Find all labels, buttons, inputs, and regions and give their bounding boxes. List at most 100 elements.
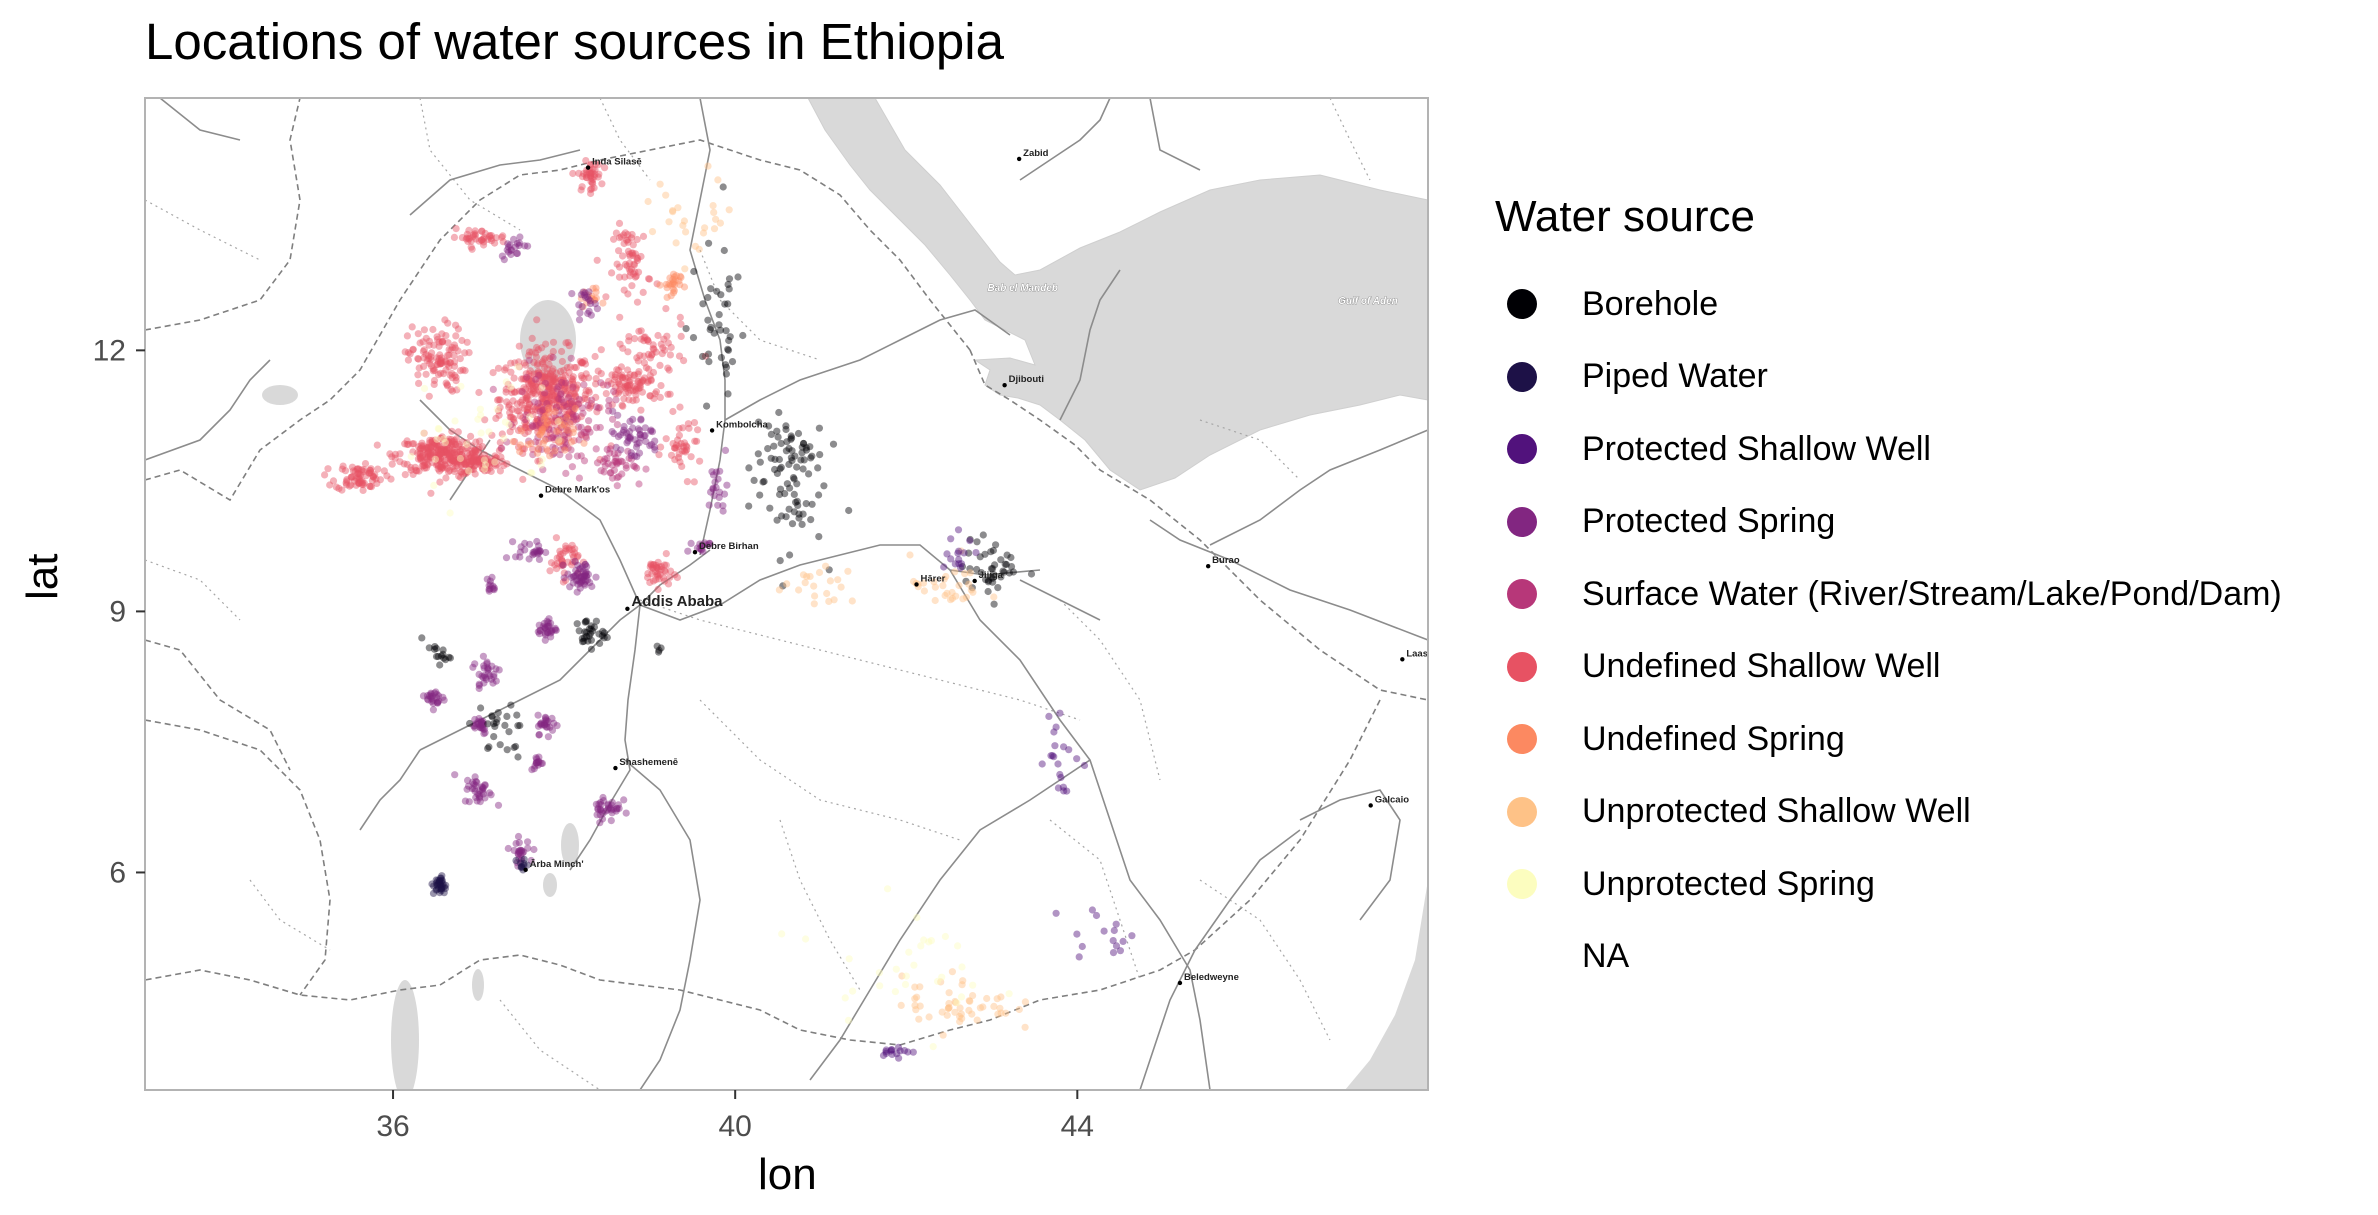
data-point-undefined-shallow-well — [563, 387, 571, 395]
data-point-undefined-shallow-well — [438, 445, 446, 453]
data-point-borehole — [958, 563, 967, 571]
data-point-undefined-shallow-well — [475, 448, 483, 456]
data-point-protected-spring — [521, 242, 529, 250]
data-point-undefined-shallow-well — [632, 385, 640, 393]
data-point-protected-spring — [574, 576, 582, 584]
data-point-undefined-shallow-well — [620, 239, 628, 248]
data-point-undefined-shallow-well — [558, 379, 566, 387]
data-point-undefined-shallow-well — [634, 268, 643, 276]
data-point-undefined-shallow-well — [649, 564, 657, 572]
data-point-protected-spring — [581, 561, 589, 569]
data-point-undefined-spring — [539, 439, 547, 447]
data-point-undefined-shallow-well — [409, 470, 417, 478]
legend-key — [1507, 724, 1537, 755]
data-point-undefined-shallow-well — [524, 408, 532, 416]
data-point-undefined-shallow-well — [436, 351, 444, 359]
city-dot — [585, 165, 591, 170]
data-point-undefined-shallow-well — [616, 386, 624, 394]
data-point-undefined-spring — [567, 438, 576, 446]
data-point-protected-spring — [471, 724, 479, 732]
data-point-protected-spring — [536, 626, 544, 634]
data-point-piped-water — [438, 877, 446, 885]
data-point-undefined-shallow-well — [459, 470, 467, 478]
data-point-borehole — [1007, 563, 1016, 571]
data-point-undefined-shallow-well — [619, 374, 627, 382]
data-point-undefined-shallow-well — [463, 230, 471, 238]
data-point-unprotected-shallow-well — [815, 568, 824, 577]
data-point-undefined-shallow-well — [587, 402, 595, 410]
data-point-protected-spring — [620, 796, 628, 804]
data-point-protected-spring — [582, 568, 590, 576]
data-point-protected-spring — [550, 719, 558, 727]
data-point-undefined-shallow-well — [533, 415, 542, 423]
data-point-protected-spring — [580, 580, 588, 588]
data-point-undefined-shallow-well — [449, 449, 457, 457]
data-point-undefined-shallow-well — [472, 438, 480, 446]
data-point-undefined-shallow-well — [662, 561, 670, 569]
data-point-undefined-shallow-well — [486, 233, 494, 241]
data-point-undefined-shallow-well — [545, 435, 553, 443]
data-point-unprotected-shallow-well — [644, 197, 652, 206]
data-point-borehole — [750, 476, 758, 484]
data-point-unprotected-shallow-well — [656, 180, 664, 188]
data-point-protected-spring — [483, 660, 491, 668]
data-point-undefined-shallow-well — [557, 367, 565, 375]
data-point-surface-water-river-stream-lake-pond-dam — [577, 430, 585, 438]
data-point-undefined-shallow-well — [538, 391, 546, 399]
data-point-protected-spring — [433, 698, 442, 707]
data-point-undefined-shallow-well — [543, 417, 552, 425]
data-point-protected-spring — [575, 301, 583, 309]
data-point-undefined-shallow-well — [552, 404, 560, 412]
data-point-protected-spring — [696, 540, 704, 548]
data-point-surface-water-river-stream-lake-pond-dam — [562, 441, 570, 449]
data-point-undefined-shallow-well — [551, 416, 559, 424]
data-point-undefined-shallow-well — [626, 376, 634, 385]
data-point-undefined-shallow-well — [583, 395, 591, 403]
data-point-undefined-shallow-well — [555, 426, 563, 434]
data-point-undefined-shallow-well — [587, 169, 595, 177]
data-point-borehole — [682, 325, 690, 333]
data-point-unprotected-shallow-well — [810, 582, 818, 590]
data-point-undefined-shallow-well — [376, 476, 384, 484]
data-point-protected-spring — [508, 538, 517, 546]
city-label: Addis Ababa — [631, 593, 723, 610]
data-point-borehole — [786, 551, 794, 559]
data-point-undefined-shallow-well — [529, 382, 537, 390]
data-point-undefined-shallow-well — [624, 290, 632, 298]
data-point-undefined-shallow-well — [592, 380, 600, 388]
data-point-protected-spring — [470, 780, 478, 788]
data-point-undefined-shallow-well — [412, 466, 420, 474]
data-point-undefined-shallow-well — [366, 466, 374, 475]
data-point-undefined-shallow-well — [444, 360, 452, 368]
data-point-surface-water-river-stream-lake-pond-dam — [618, 458, 626, 466]
data-point-borehole — [446, 654, 454, 662]
data-point-protected-spring — [530, 548, 539, 556]
data-point-protected-spring — [627, 452, 635, 460]
data-point-protected-spring — [533, 548, 541, 556]
data-point-undefined-shallow-well — [448, 443, 457, 451]
data-point-undefined-shallow-well — [582, 174, 591, 182]
data-point-undefined-shallow-well — [673, 573, 682, 582]
data-point-undefined-shallow-well — [634, 254, 642, 262]
data-point-protected-spring — [488, 573, 496, 582]
data-point-unprotected-shallow-well — [956, 1018, 964, 1026]
data-point-undefined-shallow-well — [428, 458, 436, 467]
data-point-undefined-shallow-well — [447, 346, 455, 354]
data-point-undefined-shallow-well — [439, 447, 447, 455]
data-point-undefined-shallow-well — [341, 467, 350, 475]
data-point-undefined-shallow-well — [498, 457, 506, 465]
data-point-protected-spring — [533, 537, 541, 546]
data-point-borehole — [786, 484, 794, 492]
data-point-undefined-shallow-well — [666, 573, 674, 581]
data-point-borehole — [782, 425, 790, 434]
data-point-undefined-shallow-well — [475, 443, 483, 451]
data-point-borehole — [437, 652, 445, 660]
data-point-surface-water-river-stream-lake-pond-dam — [531, 398, 539, 406]
data-point-surface-water-river-stream-lake-pond-dam — [551, 444, 559, 452]
data-point-borehole — [490, 733, 498, 741]
data-point-surface-water-river-stream-lake-pond-dam — [618, 470, 626, 478]
data-point-undefined-shallow-well — [653, 280, 661, 288]
data-point-piped-water — [520, 855, 528, 863]
data-point-undefined-shallow-well — [450, 341, 459, 349]
